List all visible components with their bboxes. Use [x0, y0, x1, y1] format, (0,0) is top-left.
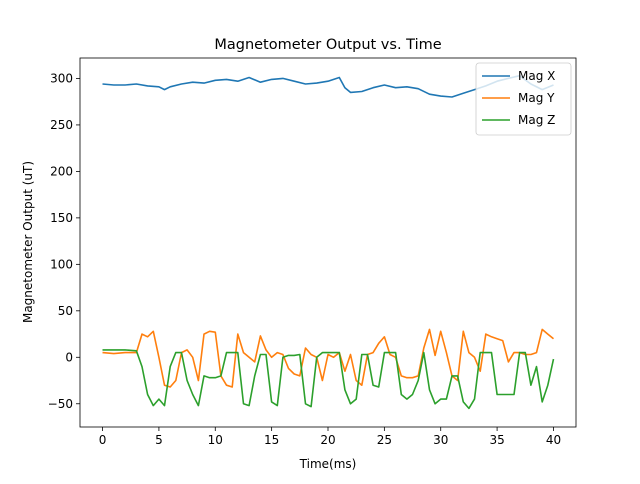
x-axis: 0 5 10 15 20 25 30 35 40	[99, 427, 561, 447]
x-tick-label: 40	[546, 433, 561, 447]
y-tick-label: 200	[50, 164, 73, 178]
y-tick-label: 300	[50, 71, 73, 85]
legend: Mag X Mag Y Mag Z	[475, 62, 572, 136]
y-tick-label: 250	[50, 118, 73, 132]
legend-label-0: Mag X	[518, 69, 555, 83]
x-tick-label: 30	[433, 433, 448, 447]
series-line-0	[102, 74, 554, 98]
x-tick-label: 5	[155, 433, 163, 447]
legend-label-1: Mag Y	[518, 91, 555, 105]
y-axis-label: Magnetometer Output (uT)	[21, 161, 35, 323]
legend-label-2: Mag Z	[518, 113, 555, 127]
x-tick-label: 15	[264, 433, 279, 447]
legend-box	[475, 62, 572, 136]
y-axis: −50 0 50 100 150 200 250 300	[48, 71, 80, 411]
x-tick-label: 20	[320, 433, 335, 447]
y-tick-label: 150	[50, 211, 73, 225]
x-tick-label: 35	[489, 433, 504, 447]
x-tick-label: 25	[377, 433, 392, 447]
y-tick-label: −50	[48, 397, 73, 411]
x-tick-label: 10	[208, 433, 223, 447]
y-tick-label: 100	[50, 257, 73, 271]
y-tick-label: 0	[65, 350, 73, 364]
series-layer	[102, 74, 555, 410]
series-line-1	[102, 328, 555, 388]
x-axis-label: Time(ms)	[299, 457, 357, 471]
chart-title: Magnetometer Output vs. Time	[214, 37, 441, 53]
series-line-2	[102, 349, 555, 410]
x-tick-label: 0	[99, 433, 107, 447]
y-tick-label: 50	[58, 304, 73, 318]
